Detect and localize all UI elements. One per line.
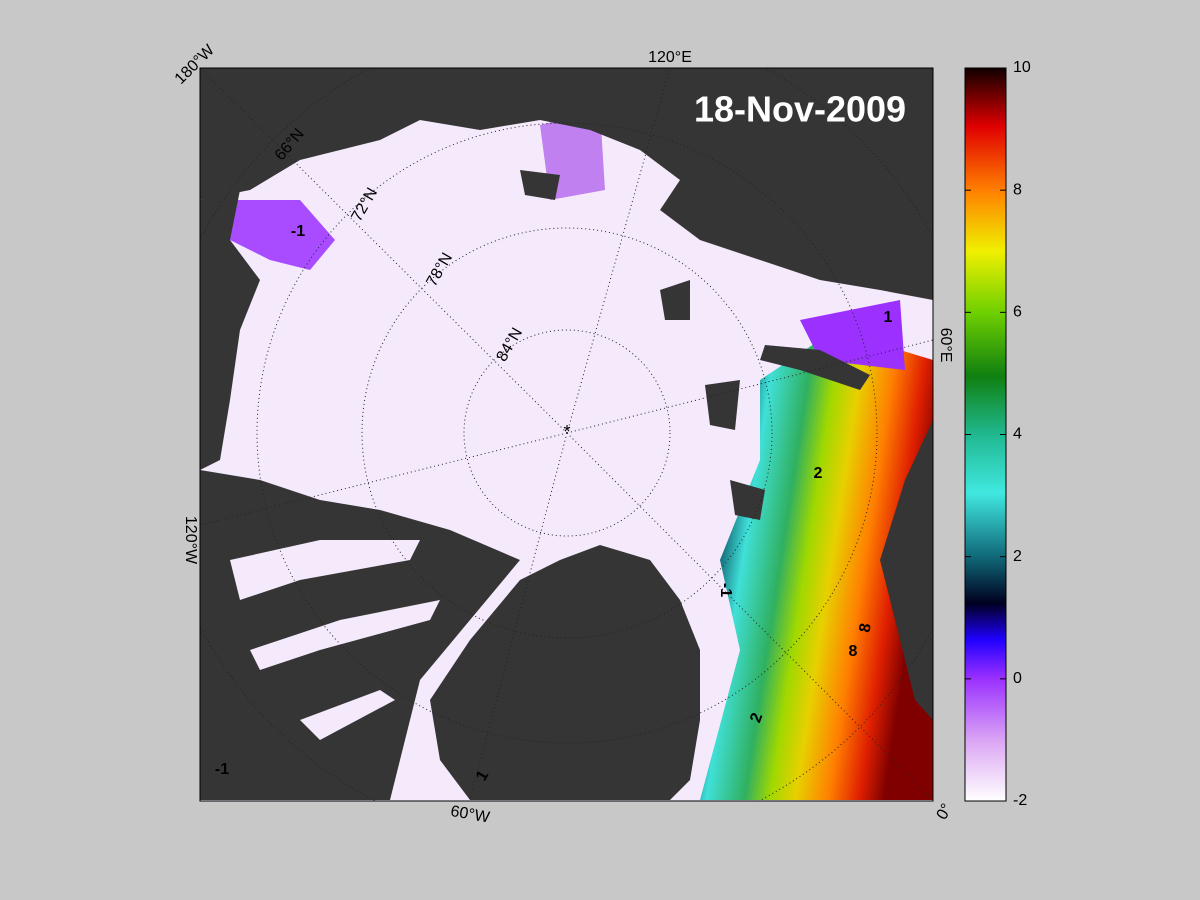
colorbar-tick-label: -2	[1013, 792, 1027, 809]
longitude-label: 120°W	[182, 516, 199, 565]
colorbar-tick-label: 2	[1013, 548, 1022, 565]
colorbar-tick-label: 8	[1013, 181, 1022, 198]
longitude-label: 60°W	[449, 803, 492, 827]
date-label: 18-Nov-2009	[694, 89, 906, 130]
longitude-label: 120°E	[648, 49, 692, 66]
longitude-label: 60°E	[937, 328, 954, 363]
colorbar-tick-label: 0	[1013, 670, 1022, 687]
contour-label: 8	[857, 622, 875, 634]
colorbar-tick-label: 4	[1013, 426, 1022, 443]
longitude-label: 0°	[934, 801, 956, 823]
contour-label: 1	[884, 309, 893, 326]
contour-label: 2	[814, 465, 823, 482]
contour-label: -1	[215, 761, 229, 778]
colorbar-tick-label: 6	[1013, 304, 1022, 321]
graticule	[200, 68, 933, 801]
map-area: *	[200, 68, 933, 801]
contour-label: -1	[717, 583, 734, 597]
contour-label: 8	[849, 643, 858, 660]
pole-marker: *	[563, 422, 570, 442]
map-frame	[199, 67, 934, 802]
colorbar	[964, 67, 1007, 802]
colorbar-tick-label: 10	[1013, 59, 1031, 76]
contour-label: -1	[291, 223, 305, 240]
